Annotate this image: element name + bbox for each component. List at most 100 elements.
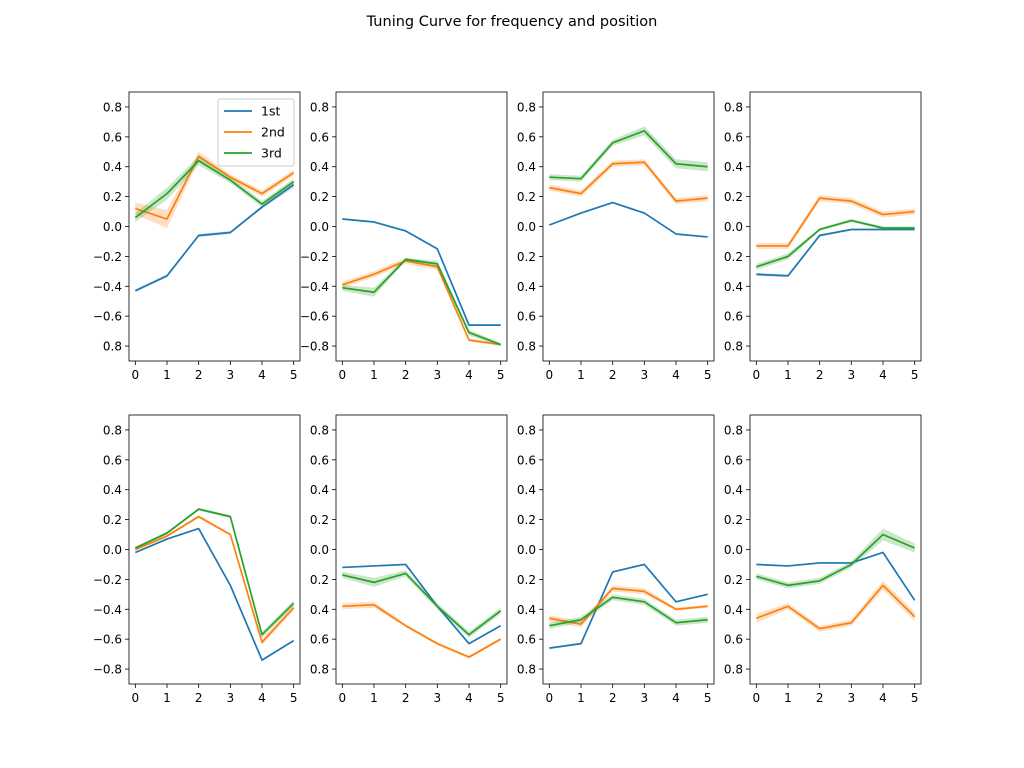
y-tick-label: 0.2 [310,513,329,527]
y-tick-label: 0.6 [103,453,122,467]
subplot-row1-col3: 0 1 2 3 4 5 0.8 0.6 0.4 0.2 0.0 0.2 0.4 0.6 0.8 [517,91,715,382]
y-tick-label: 0.2 [724,513,743,527]
y-tick-label: 0.8 [310,663,329,677]
legend-label-1st: 1st [261,104,280,119]
y-tick-label: 0.0 [724,543,743,557]
series-line-2nd [549,587,708,626]
y-tick-label: 0.2 [103,513,122,527]
y-tick-label: 0.4 [517,160,536,174]
y-tick-label: 0.8 [517,340,536,354]
y-tick-label: 0.2 [517,513,536,527]
y-tick-label: 0.4 [103,483,122,497]
x-tick-label: 1 [163,368,171,382]
x-tick-label: 5 [911,368,919,382]
y-tick-label: 0.8 [517,100,536,114]
x-tick-label: 0 [132,368,140,382]
y-tick-label: 0.8 [103,340,122,354]
x-tick-label: 2 [402,691,410,705]
subplot-row2-col4: 0 1 2 3 4 5 0.8 0.6 0.4 0.2 0.0 0.2 0.4 0.6 0.8 [724,414,922,705]
y-tick-label: 0.2 [517,573,536,587]
y-tick-label: 0.8 [724,100,743,114]
y-tick-label: 0.6 [724,453,743,467]
legend-frame [217,98,295,167]
series-line-1st [342,563,502,645]
subplot-row2-col2: 0 1 2 3 4 5 0.8 0.6 0.4 0.2 0.0 0.2 0.4 0.6 0.8 [310,414,508,705]
y-tick-label: 0.4 [310,483,329,497]
series-line-2nd [135,515,295,644]
y-tick-label: −0.4 [300,280,329,294]
y-tick-label: 0.0 [724,220,743,234]
x-tick-label: 2 [816,691,824,705]
x-tick-label: 4 [879,368,887,382]
y-tick-label: 0.8 [724,423,743,437]
y-tick-label: 0.4 [724,280,743,294]
y-tick-label: 0.6 [517,633,536,647]
x-tick-label: 4 [672,368,680,382]
series-line-1st [134,183,295,292]
x-tick-label: 5 [497,368,505,382]
y-tick-label: 0.0 [103,543,122,557]
series-line-3rd [756,219,915,268]
y-tick-label: 0.8 [310,423,329,437]
series-band-3rd [342,570,501,638]
axes-frame [335,414,508,685]
axes-frame [749,414,922,685]
axes-frame [128,91,301,362]
y-tick-label: 0.0 [103,220,122,234]
y-tick-label: −0.8 [93,663,122,677]
legend: 1st 2nd 3rd [217,98,295,167]
series-band-3rd [135,156,294,223]
y-tick-label: 0.2 [724,250,743,264]
x-tick-label: 2 [195,691,203,705]
y-tick-label: 0.8 [103,423,122,437]
axes-frame [749,91,922,362]
y-tick-label: 0.2 [310,573,329,587]
series-band-2nd [342,601,501,659]
x-tick-label: 5 [704,368,712,382]
y-tick-label: −0.6 [93,633,122,647]
x-tick-label: 3 [641,691,649,705]
x-tick-label: 1 [784,691,792,705]
y-tick-label: −0.6 [300,310,329,324]
axes-frame [542,91,715,362]
y-tick-label: 0.6 [724,310,743,324]
x-tick-label: 1 [370,368,378,382]
axes-frame [335,91,508,362]
y-tick-label: 0.4 [103,160,122,174]
series-band-2nd [549,585,708,628]
y-tick-label: 0.6 [724,633,743,647]
x-tick-label: 4 [465,691,473,705]
subplot-row2-col1: 0 1 2 3 4 5 0.8 0.6 0.4 0.2 0.0 −0.2 −0.4 −0.6 −0.8 [93,414,301,705]
series-band-3rd [549,126,708,182]
y-tick-label: 0.4 [310,603,329,617]
y-tick-label: 0.8 [103,100,122,114]
y-tick-label: 0.6 [724,130,743,144]
x-tick-label: 0 [753,368,761,382]
y-tick-label: 0.6 [310,130,329,144]
x-tick-label: 1 [577,368,585,382]
y-tick-label: 0.0 [310,543,329,557]
x-tick-label: 0 [546,691,554,705]
series-line-3rd [134,159,295,219]
series-line-3rd [134,508,295,636]
y-tick-label: 0.4 [724,160,743,174]
x-tick-label: 3 [641,368,649,382]
series-line-2nd [342,603,502,658]
x-tick-label: 5 [290,368,298,382]
series-band-3rd [549,594,708,629]
x-tick-label: 1 [577,691,585,705]
series-band-2nd [135,151,294,228]
x-tick-label: 2 [402,368,410,382]
subplot-row2-col3: 0 1 2 3 4 5 0.8 0.6 0.4 0.2 0.0 0.2 0.4 0.6 0.8 [517,414,715,705]
x-tick-label: 4 [465,368,473,382]
series-line-1st [135,527,295,661]
x-tick-label: 2 [195,368,203,382]
x-tick-label: 0 [546,368,554,382]
x-tick-label: 2 [816,368,824,382]
legend-label-2nd: 2nd [261,125,285,140]
series-line-1st [549,563,708,649]
series-band-2nd [549,159,708,205]
x-tick-label: 3 [227,368,235,382]
y-tick-label: −0.2 [300,250,329,264]
series-line-2nd [342,260,501,346]
